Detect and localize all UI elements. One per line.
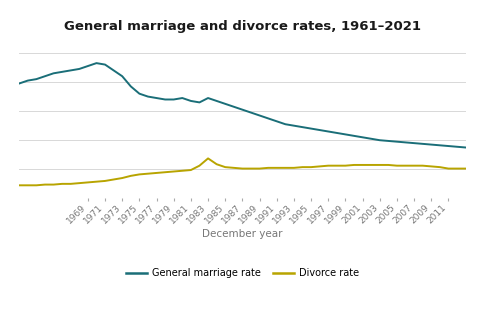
Divorce rate [334,164,340,168]
Divorce rate [300,165,305,169]
Legend: General marriage rate, Divorce rate: General marriage rate, Divorce rate [122,264,363,282]
General marriage rate [334,131,340,135]
General marriage rate [205,96,211,100]
Title: General marriage and divorce rates, 1961–2021: General marriage and divorce rates, 1961… [64,20,421,33]
Divorce rate [16,183,22,187]
Divorce rate [205,156,211,160]
General marriage rate [16,82,22,85]
Line: General marriage rate: General marriage rate [19,63,480,158]
General marriage rate [128,84,133,88]
General marriage rate [300,125,305,129]
Divorce rate [120,176,125,180]
X-axis label: December year: December year [202,229,283,239]
General marriage rate [471,146,477,150]
Divorce rate [136,172,142,176]
Divorce rate [197,164,203,168]
Divorce rate [471,167,477,171]
General marriage rate [145,95,151,99]
Line: Divorce rate: Divorce rate [19,158,480,185]
General marriage rate [94,61,99,65]
